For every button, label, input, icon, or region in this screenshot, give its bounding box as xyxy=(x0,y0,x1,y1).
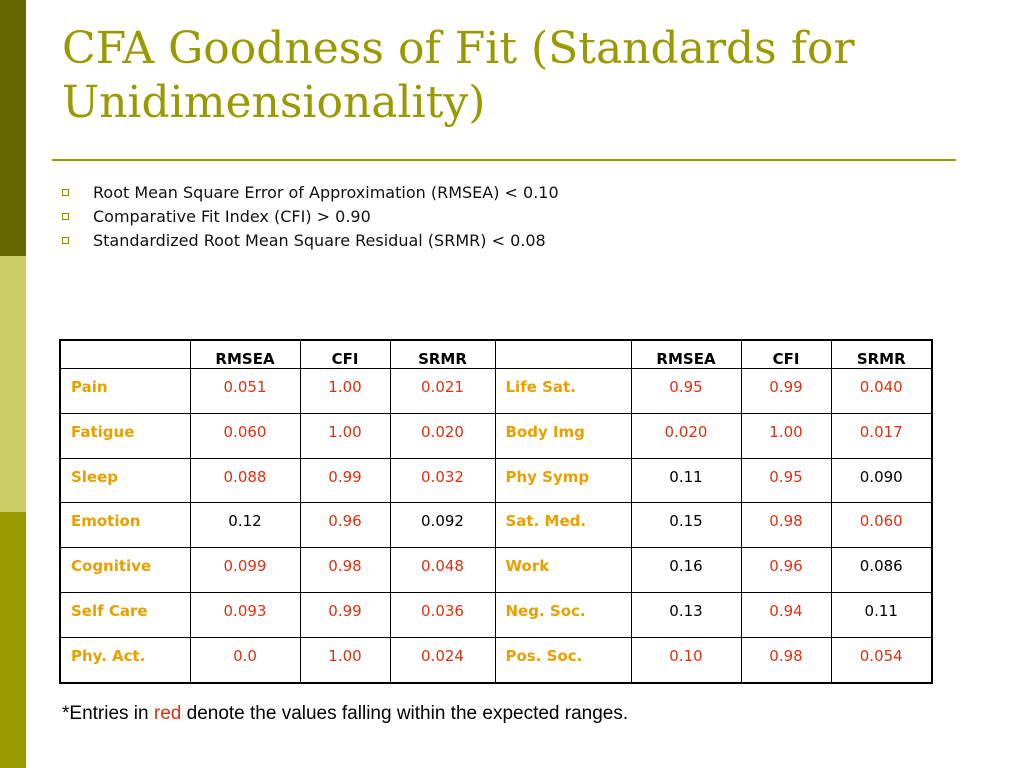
row-label-cell: Self Care xyxy=(59,592,191,638)
sidebar-decoration xyxy=(0,0,26,768)
value-cell: 0.16 xyxy=(630,547,742,594)
sidebar-block-middle xyxy=(0,256,26,512)
table-row: Self Care 0.093 0.99 0.036 Neg. Soc. 0.13 0.94… xyxy=(59,592,933,638)
footnote-suffix: denote the values falling within the exp… xyxy=(181,703,629,724)
fit-table: RMSEA CFI SRMR RMSEA CFI SRMR Pain 0.051 1… xyxy=(59,339,933,684)
value-cell: 0.95 xyxy=(740,457,832,504)
criteria-list: Root Mean Square Error of Approximation … xyxy=(62,180,559,252)
row-label-cell: Pos. Soc. xyxy=(494,636,632,684)
value-cell: 0.95 xyxy=(630,368,742,414)
slide-title: CFA Goodness of Fit (Standards for Unidi… xyxy=(62,23,855,128)
header-cell: SRMR xyxy=(830,339,933,369)
value-cell: 0.98 xyxy=(299,547,391,594)
value-cell: 0.024 xyxy=(389,636,496,684)
value-cell: 0.099 xyxy=(189,547,301,594)
value-cell: 0.98 xyxy=(740,636,832,684)
square-bullet-icon xyxy=(62,188,69,196)
value-cell: 0.11 xyxy=(830,592,933,638)
header-cell: SRMR xyxy=(389,339,496,369)
title-underline xyxy=(52,159,956,161)
value-cell: 0.98 xyxy=(740,502,832,549)
row-label-cell: Phy Symp xyxy=(494,457,632,504)
value-cell: 0.040 xyxy=(830,368,933,414)
row-label-cell: Work xyxy=(494,547,632,594)
value-cell: 0.054 xyxy=(830,636,933,684)
value-cell: 0.99 xyxy=(299,457,391,504)
value-cell: 0.090 xyxy=(830,457,933,504)
value-cell: 0.036 xyxy=(389,592,496,638)
table-row: Cognitive 0.099 0.98 0.048 Work 0.16 0.96 0.086 xyxy=(59,547,933,594)
value-cell: 0.032 xyxy=(389,457,496,504)
value-cell: 0.13 xyxy=(630,592,742,638)
value-cell: 0.99 xyxy=(740,368,832,414)
footnote-prefix: *Entries in xyxy=(62,703,154,724)
criteria-text: Root Mean Square Error of Approximation … xyxy=(93,182,559,202)
value-cell: 0.092 xyxy=(389,502,496,549)
header-cell: CFI xyxy=(740,339,832,369)
table-row: Emotion 0.12 0.96 0.092 Sat. Med. 0.15 0.98 0.0… xyxy=(59,502,933,549)
criteria-text: Comparative Fit Index (CFI) > 0.90 xyxy=(93,206,371,226)
sidebar-block-top xyxy=(0,0,26,256)
value-cell: 0.0 xyxy=(189,636,301,684)
square-bullet-icon xyxy=(62,236,69,244)
table-row: Pain 0.051 1.00 0.021 Life Sat. 0.95 0.99 0.040 xyxy=(59,368,933,414)
value-cell: 0.11 xyxy=(630,457,742,504)
table-row: Sleep 0.088 0.99 0.032 Phy Symp 0.11 0.95 0.090 xyxy=(59,457,933,504)
value-cell: 0.96 xyxy=(299,502,391,549)
value-cell: 0.086 xyxy=(830,547,933,594)
value-cell: 0.060 xyxy=(830,502,933,549)
row-label-cell: Body Img xyxy=(494,412,632,459)
footnote-highlight: red xyxy=(153,703,182,724)
header-cell: RMSEA xyxy=(630,339,742,369)
value-cell: 0.12 xyxy=(189,502,301,549)
value-cell: 0.060 xyxy=(189,412,301,459)
value-cell: 0.15 xyxy=(630,502,742,549)
value-cell: 1.00 xyxy=(740,412,832,459)
row-label-cell: Fatigue xyxy=(59,412,191,459)
value-cell: 0.088 xyxy=(189,457,301,504)
header-cell: RMSEA xyxy=(189,339,301,369)
value-cell: 0.017 xyxy=(830,412,933,459)
table-row: Fatigue 0.060 1.00 0.020 Body Img 0.020 1.00 0.… xyxy=(59,412,933,459)
value-cell: 0.96 xyxy=(740,547,832,594)
row-label-cell: Life Sat. xyxy=(494,368,632,414)
header-cell xyxy=(59,339,191,369)
row-label-cell: Phy. Act. xyxy=(59,636,191,684)
criteria-item: Standardized Root Mean Square Residual (… xyxy=(62,228,559,252)
table-header-row: RMSEA CFI SRMR RMSEA CFI SRMR xyxy=(59,339,933,369)
value-cell: 0.94 xyxy=(740,592,832,638)
footnote: *Entries in red denote the values fallin… xyxy=(62,703,628,725)
value-cell: 0.093 xyxy=(189,592,301,638)
square-bullet-icon xyxy=(62,212,69,220)
value-cell: 1.00 xyxy=(299,412,391,459)
value-cell: 1.00 xyxy=(299,636,391,684)
value-cell: 0.99 xyxy=(299,592,391,638)
row-label-cell: Cognitive xyxy=(59,547,191,594)
row-label-cell: Neg. Soc. xyxy=(494,592,632,638)
row-label-cell: Sat. Med. xyxy=(494,502,632,549)
header-cell: CFI xyxy=(299,339,391,369)
criteria-item: Comparative Fit Index (CFI) > 0.90 xyxy=(62,204,559,228)
criteria-item: Root Mean Square Error of Approximation … xyxy=(62,180,559,204)
row-label-cell: Sleep xyxy=(59,457,191,504)
row-label-cell: Emotion xyxy=(59,502,191,549)
value-cell: 0.051 xyxy=(189,368,301,414)
table-row: Phy. Act. 0.0 1.00 0.024 Pos. Soc. 0.10 0.98 0.… xyxy=(59,636,933,684)
value-cell: 0.048 xyxy=(389,547,496,594)
value-cell: 0.10 xyxy=(630,636,742,684)
value-cell: 0.020 xyxy=(389,412,496,459)
sidebar-block-bottom xyxy=(0,512,26,768)
header-cell xyxy=(494,339,632,369)
criteria-text: Standardized Root Mean Square Residual (… xyxy=(93,230,546,250)
value-cell: 1.00 xyxy=(299,368,391,414)
value-cell: 0.021 xyxy=(389,368,496,414)
value-cell: 0.020 xyxy=(630,412,742,459)
row-label-cell: Pain xyxy=(59,368,191,414)
